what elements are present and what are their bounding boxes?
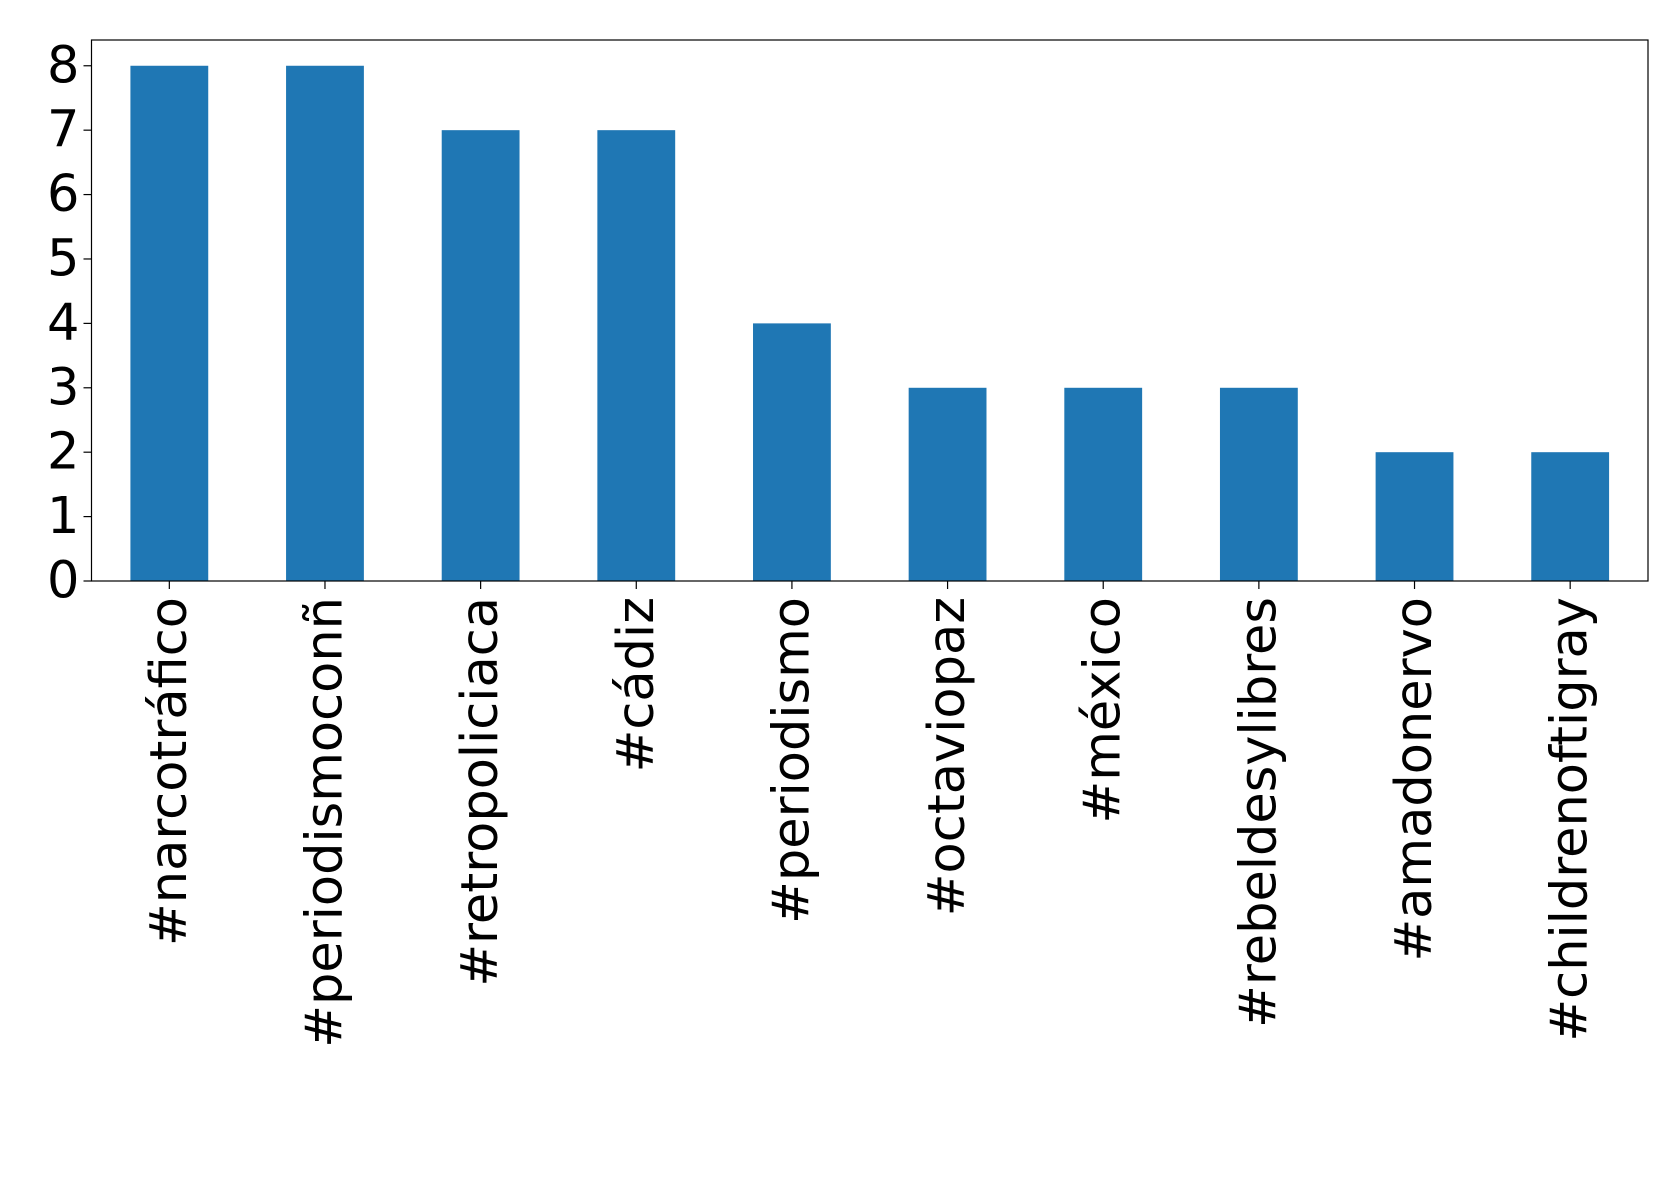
x-tick-label: #méxico	[1074, 597, 1133, 824]
bar	[441, 130, 520, 581]
x-tick-label: #octaviopaz	[918, 597, 977, 916]
bar	[1064, 387, 1143, 581]
bar	[753, 323, 831, 581]
x-tick-label: #periodismoconñ	[295, 597, 354, 1048]
plot-frame	[90, 39, 1649, 582]
bar	[597, 130, 676, 581]
bar	[908, 387, 987, 581]
y-tick-label: 2	[47, 423, 79, 482]
bar	[130, 65, 209, 581]
y-tick-label: 8	[47, 36, 79, 95]
y-tick-label: 3	[47, 358, 79, 417]
y-tick-label: 7	[47, 101, 79, 160]
y-tick-label: 0	[47, 552, 79, 611]
y-tick-label: 5	[47, 229, 79, 288]
bar	[1531, 452, 1610, 581]
x-tick-label: #amadonervo	[1385, 597, 1444, 962]
x-tick-label: #rebeldesylibres	[1229, 597, 1288, 1028]
x-tick-label: #cádiz	[607, 597, 666, 772]
y-tick-label: 6	[47, 165, 79, 224]
x-tick-label: #retropoliciaca	[451, 597, 510, 987]
bar	[1375, 452, 1454, 581]
x-tick-label: #narcotráfico	[140, 597, 199, 946]
bar	[286, 65, 364, 581]
y-tick-label: 4	[47, 294, 79, 353]
y-tick-label: 1	[47, 487, 79, 546]
x-tick-label: #periodismo	[762, 597, 821, 924]
x-tick-label: #childrenoftigray	[1541, 597, 1600, 1042]
bar	[1219, 387, 1298, 581]
